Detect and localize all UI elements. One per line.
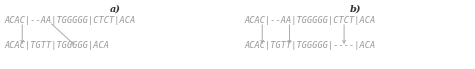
Text: ACAC|--AA|TGGGGG|CTCT|ACA: ACAC|--AA|TGGGGG|CTCT|ACA — [244, 16, 375, 25]
Text: ACAC|--AA|TGGGGG|CTCT|ACA: ACAC|--AA|TGGGGG|CTCT|ACA — [4, 16, 135, 25]
Text: b): b) — [349, 5, 361, 14]
Text: ACAC|TGTT|TGGGGG|ACA: ACAC|TGTT|TGGGGG|ACA — [4, 41, 109, 50]
Text: a): a) — [110, 5, 121, 14]
Text: ACAC|TGTT|TGGGGG|----|ACA: ACAC|TGTT|TGGGGG|----|ACA — [244, 41, 375, 50]
